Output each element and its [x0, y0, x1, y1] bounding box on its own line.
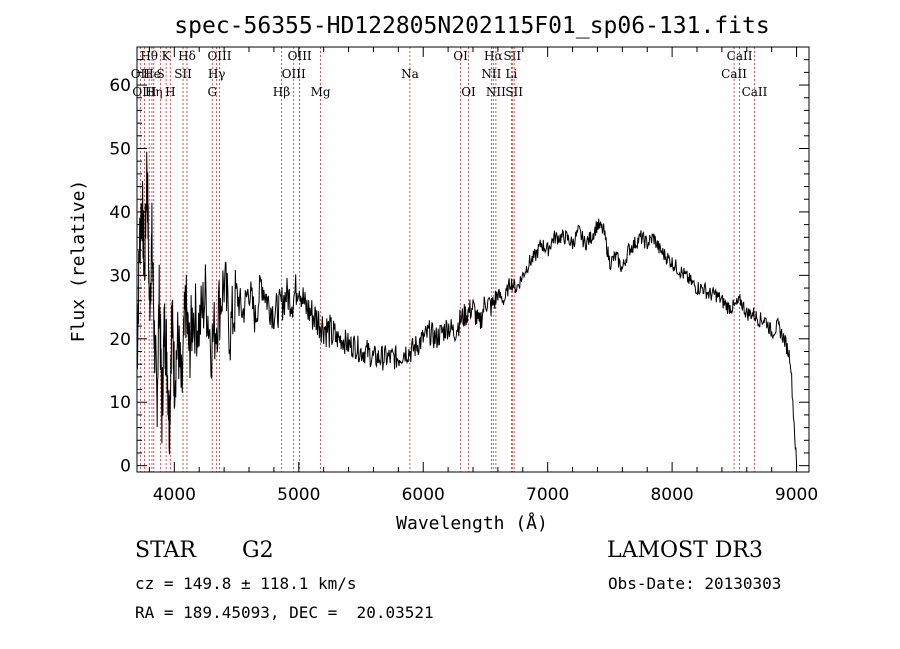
spectral-line-label: SII — [503, 49, 521, 63]
y-tick-label: 40 — [109, 203, 131, 223]
y-axis-label: Flux (relative) — [68, 180, 89, 343]
spectral-line-label: NII — [486, 85, 506, 99]
spectral-line-label: OI — [461, 85, 476, 99]
spectral-line-label: K — [162, 49, 172, 63]
spectral-line-label: Hβ — [273, 85, 290, 99]
y-tick-label: 30 — [109, 266, 131, 286]
x-axis-label: Wavelength (Å) — [396, 512, 548, 534]
spectral-line-label: CaII — [721, 67, 747, 81]
survey-name: LAMOST DR3 — [607, 538, 763, 563]
spectral-line-label: SII — [505, 85, 523, 99]
spectral-line-label: Mg — [311, 85, 331, 99]
spectral-line-label: OIII — [288, 49, 312, 63]
spectral-line-label: OIII — [207, 49, 231, 63]
spectral-line-label: Hα — [484, 49, 503, 63]
x-tick-label: 7000 — [526, 485, 569, 505]
x-tick-label: 6000 — [402, 485, 445, 505]
spectral-line-label: OI — [453, 49, 468, 63]
spectral-line-label: Hη — [145, 85, 163, 99]
spectral-line-label: CaII — [742, 85, 768, 99]
y-tick-label: 60 — [109, 76, 131, 96]
y-tick-label: 20 — [109, 330, 131, 350]
spectral-line-label: He — [143, 67, 161, 81]
series-line — [136, 151, 798, 466]
coordinates-readout: RA = 189.45093, DEC = 20.03521 — [135, 603, 434, 622]
series-layer — [136, 151, 798, 466]
spectral-line-label: OII — [131, 67, 151, 81]
redshift-readout: cz = 149.8 ± 118.1 km/s — [135, 574, 357, 593]
spectral-line-label: OIII — [132, 85, 156, 99]
object-class: STAR — [135, 538, 196, 563]
observation-date: Obs-Date: 20130303 — [608, 574, 782, 593]
object-subclass: G2 — [242, 538, 274, 563]
y-tick-label: 0 — [120, 457, 131, 477]
x-tick-label: 5000 — [277, 485, 320, 505]
chart-title: spec-56355-HD122805N202115F01_sp06-131.f… — [174, 13, 769, 39]
spectral-line-label: Hγ — [208, 67, 226, 81]
spectral-line-label: H — [165, 85, 175, 99]
spectral-line-label: S — [157, 67, 165, 81]
ticks-layer: 4000 5000 6000 7000 8000 9000 0 10 20 30 40 50 60 — [109, 46, 818, 505]
spectral-line-label: NII — [481, 67, 501, 81]
x-tick-label: 9000 — [775, 485, 818, 505]
spectral-line-label: SII — [174, 67, 192, 81]
spectral-line-label: Na — [401, 67, 419, 81]
x-tick-label: 4000 — [153, 485, 196, 505]
spectral-line-label: Li — [505, 67, 517, 81]
spectral-line-label: Hδ — [178, 49, 196, 63]
spectral-line-label: CaII — [727, 49, 753, 63]
spectral-line-label: G — [207, 85, 217, 99]
y-tick-label: 50 — [109, 139, 131, 159]
spectral-line-label: OIII — [282, 67, 306, 81]
y-tick-label: 10 — [109, 393, 131, 413]
plot-frame — [136, 46, 810, 473]
x-tick-label: 8000 — [650, 485, 693, 505]
